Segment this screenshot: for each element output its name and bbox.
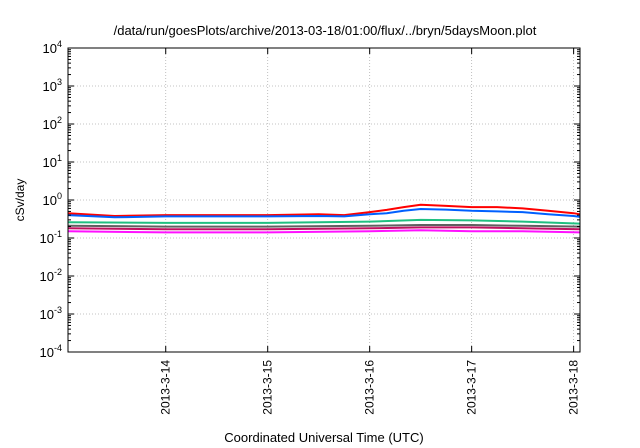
- y-tick-label: 10-1: [40, 229, 62, 246]
- x-tick-label: 2013-3-15: [261, 360, 275, 415]
- x-tick-label: 2013-3-14: [159, 360, 173, 415]
- x-axis: 2013-3-14 2013-3-15 2013-3-16 2013-3-17 2013…: [159, 48, 581, 415]
- y-tick-label: 104: [43, 39, 62, 56]
- series-line-4: [67, 224, 581, 228]
- y-axis: 10-4 10-3 10-2 10-1 100 101 102 103 104: [40, 39, 580, 360]
- series-line-3: [67, 218, 581, 225]
- y-tick-label: 10-4: [40, 343, 62, 360]
- y-tick-label: 103: [43, 77, 62, 94]
- y-tick-label: 10-2: [40, 267, 62, 284]
- y-axis-label: cSv/day: [13, 179, 27, 222]
- series-line-5: [67, 226, 581, 231]
- x-tick-label: 2013-3-16: [363, 360, 377, 415]
- chart-title: /data/run/goesPlots/archive/2013-03-18/0…: [114, 23, 537, 38]
- y-tick-label: 10-3: [40, 305, 62, 322]
- grid: [68, 48, 580, 352]
- y-tick-label: 101: [43, 153, 62, 170]
- series-line-2: [67, 208, 581, 219]
- x-axis-label: Coordinated Universal Time (UTC): [224, 430, 423, 445]
- series-line-1: [67, 203, 581, 217]
- series-layer: [67, 203, 581, 234]
- series-line-6: [67, 229, 581, 234]
- y-tick-label: 102: [43, 115, 62, 132]
- y-tick-label: 100: [43, 191, 62, 208]
- x-tick-label: 2013-3-18: [567, 360, 581, 415]
- x-tick-label: 2013-3-17: [465, 360, 479, 415]
